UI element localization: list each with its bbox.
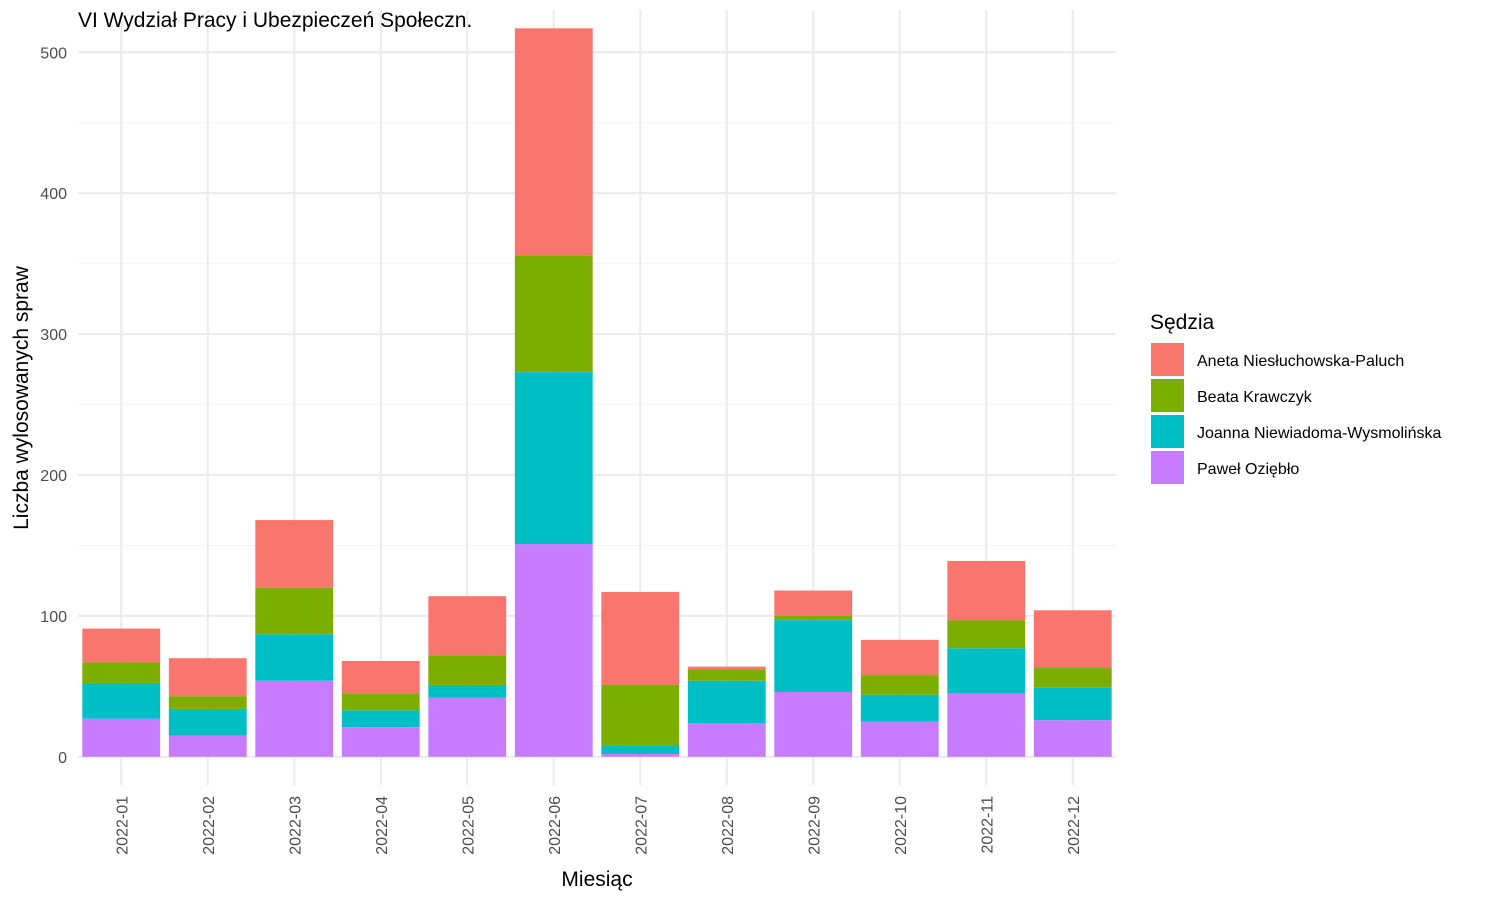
bar-segment (687, 723, 766, 757)
x-tick-label: 2022-07 (633, 796, 650, 855)
bar-segment (601, 745, 680, 754)
bar-segment (168, 735, 247, 757)
bar-segment (341, 661, 420, 694)
bar-segment (514, 255, 593, 373)
legend: Sędzia Aneta Niesłuchowska-Paluch Beata K… (1150, 311, 1442, 484)
bar-segment (860, 721, 939, 757)
legend-items: Aneta Niesłuchowska-Paluch Beata Krawczyk… (1151, 343, 1442, 484)
x-axis-title: Miesiąc (561, 868, 632, 891)
bar-segment (1033, 610, 1112, 669)
bar-segment (514, 28, 593, 256)
bar-segment (428, 684, 507, 698)
bar-segment (860, 675, 939, 695)
bar-segment (774, 692, 853, 757)
bars (82, 28, 1112, 757)
bar-segment (255, 587, 334, 635)
x-tick-label: 2022-11 (979, 796, 996, 854)
x-tick-label: 2022-08 (720, 796, 737, 855)
x-tick-label: 2022-12 (1066, 796, 1083, 855)
y-tick-label: 400 (40, 186, 67, 203)
y-axis-ticks: 0 100 200 300 400 500 (40, 45, 67, 767)
x-tick-label: 2022-05 (460, 796, 477, 855)
bar-segment (1033, 668, 1112, 688)
x-tick-label: 2022-10 (893, 796, 910, 855)
bar-segment (687, 669, 766, 681)
x-tick-label: 2022-03 (287, 796, 304, 855)
legend-swatch (1151, 451, 1184, 484)
bar-segment (82, 683, 161, 719)
y-tick-label: 0 (58, 750, 67, 767)
bar-segment (947, 560, 1026, 621)
bar-segment (774, 620, 853, 692)
legend-label: Aneta Niesłuchowska-Paluch (1197, 353, 1404, 370)
legend-label: Paweł Oziębło (1197, 461, 1299, 478)
bar-segment (1033, 720, 1112, 757)
bar-segment (255, 634, 334, 681)
bar-segment (947, 693, 1026, 757)
bar-segment (82, 662, 161, 684)
bar-segment (428, 697, 507, 757)
bar-segment (601, 591, 680, 685)
bar-segment (255, 520, 334, 588)
bar-segment (82, 628, 161, 663)
legend-swatch (1151, 379, 1184, 412)
x-tick-label: 2022-09 (806, 796, 823, 855)
legend-swatch (1151, 415, 1184, 448)
chart-title: VI Wydział Pracy i Ubezpieczeń Społeczn. (78, 9, 472, 32)
bar-segment (168, 708, 247, 736)
bar-segment (341, 727, 420, 757)
y-tick-label: 200 (40, 468, 67, 485)
x-axis-ticks: 2022-01 2022-02 2022-03 2022-04 2022-05 2022-… (114, 796, 1083, 855)
bar-segment (601, 754, 680, 757)
bar-segment (168, 658, 247, 697)
legend-label: Beata Krawczyk (1197, 389, 1313, 406)
legend-label: Joanna Niewiadoma-Wysmolińska (1197, 425, 1442, 442)
legend-swatch (1151, 343, 1184, 376)
bar-segment (947, 620, 1026, 649)
x-tick-label: 2022-06 (547, 796, 564, 855)
bar-segment (774, 590, 853, 616)
bar-segment (860, 639, 939, 676)
bar-segment (514, 372, 593, 545)
bar-segment (860, 694, 939, 722)
bar-segment (168, 696, 247, 709)
bar-segment (428, 655, 507, 685)
bar-segment (601, 684, 680, 746)
bar-segment (947, 648, 1026, 694)
bar-segment (687, 666, 766, 670)
bar-segment (1033, 687, 1112, 721)
y-tick-label: 500 (40, 45, 67, 62)
x-tick-label: 2022-04 (374, 796, 391, 855)
bar-segment (255, 680, 334, 757)
bar-segment (774, 615, 853, 621)
bar-segment (687, 680, 766, 723)
y-tick-label: 300 (40, 327, 67, 344)
bar-segment (428, 596, 507, 656)
bar-segment (341, 710, 420, 728)
bar-segment (514, 544, 593, 757)
bar-segment (82, 718, 161, 757)
y-axis-title: Liczba wylosowanych spraw (10, 265, 33, 530)
x-tick-label: 2022-01 (114, 796, 131, 855)
x-tick-label: 2022-02 (201, 796, 218, 855)
legend-title: Sędzia (1150, 311, 1215, 334)
y-tick-label: 100 (40, 609, 67, 626)
bar-segment (341, 693, 420, 711)
